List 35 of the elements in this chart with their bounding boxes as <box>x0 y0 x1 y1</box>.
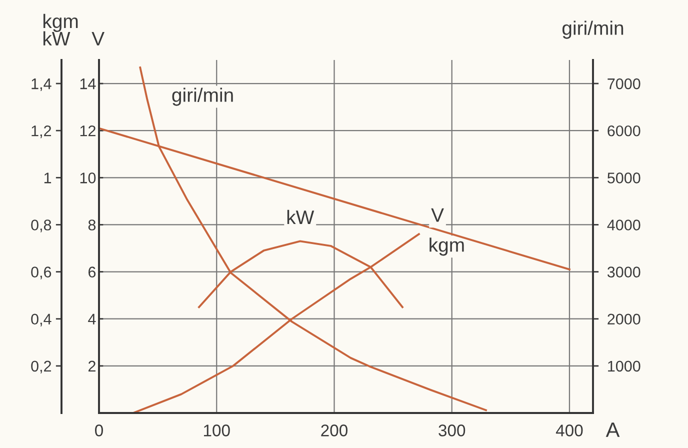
y2-tick-label: 4000 <box>607 220 640 230</box>
y3-tick-label: 10 <box>80 172 96 184</box>
y2-tick-label: 7000 <box>608 78 640 90</box>
y-tick-label: 0,4 <box>31 314 52 326</box>
y-tick-label: 0,8 <box>31 220 52 232</box>
x-tick-label: 100 <box>204 424 230 436</box>
y3-tick-label: 2 <box>88 360 96 372</box>
y3-tick-label: 8 <box>88 220 96 230</box>
y3-tick-label: 12 <box>80 125 96 136</box>
y3-tick-label: 4 <box>88 314 96 324</box>
x-tick-label: 300 <box>438 424 466 436</box>
series-label: V <box>431 208 444 222</box>
x-tick-label: 400 <box>556 424 583 436</box>
y-tick-label: 1 <box>44 172 52 184</box>
y2-tick-label: 2000 <box>608 314 640 325</box>
x-tick-label: 0 <box>95 424 103 436</box>
y2-axis-title: giri/min <box>562 20 624 39</box>
y-axis-title: kgm kW <box>44 14 78 46</box>
series-label: kW <box>287 210 314 224</box>
y2-tick-label: 1000 <box>608 360 640 372</box>
x-tick-label: 200 <box>321 424 348 436</box>
y3-axis-title: V <box>92 32 104 46</box>
line-series <box>198 240 404 308</box>
y2-tick-label: 3000 <box>607 266 640 278</box>
series-label: giri/min <box>172 88 233 106</box>
x-axis-title: A <box>606 422 620 437</box>
y-tick-label: 0,6 <box>31 266 52 280</box>
series-label: kgm <box>430 238 464 256</box>
y3-tick-label: 14 <box>80 78 96 90</box>
y2-tick-label: 6000 <box>608 125 640 136</box>
y3-tick-label: 6 <box>88 266 96 278</box>
y-tick-label: 0,2 <box>31 360 52 374</box>
y-tick-label: 1,4 <box>32 78 52 92</box>
y-tick-label: 1,2 <box>32 125 52 138</box>
y2-tick-label: 5000 <box>608 172 640 184</box>
